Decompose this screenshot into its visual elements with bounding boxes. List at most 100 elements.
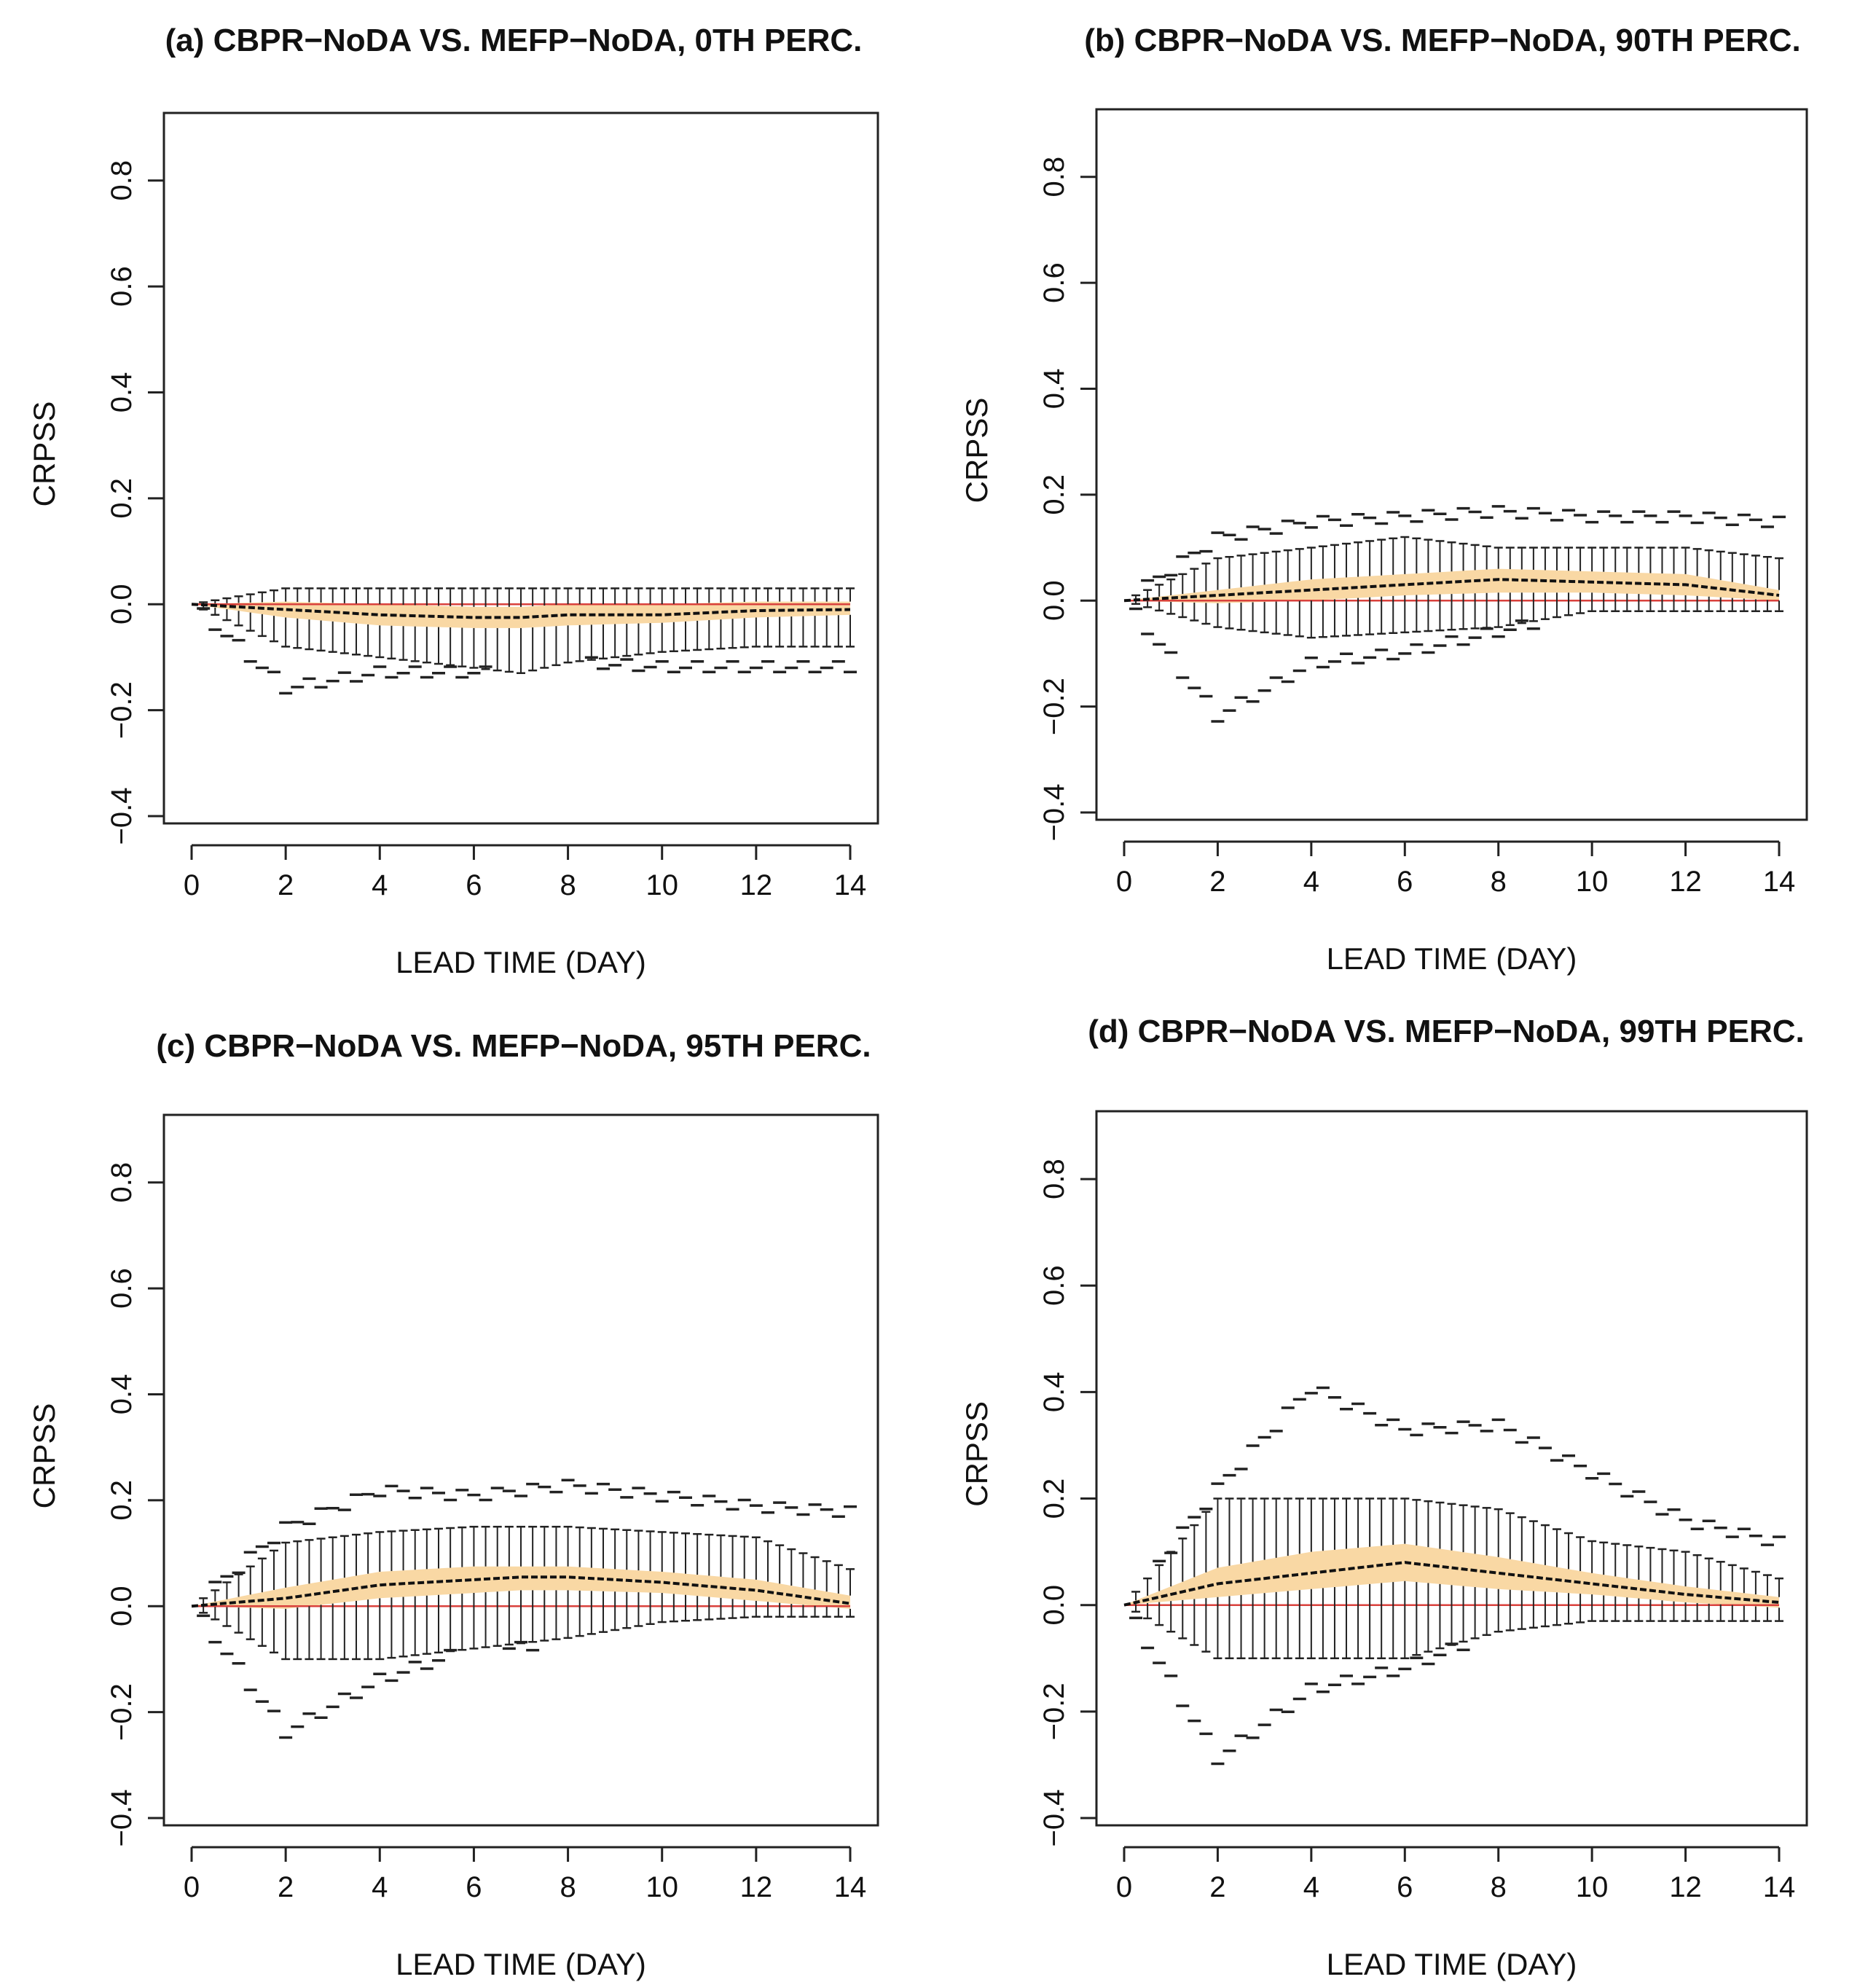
x-tick-label: 0 xyxy=(184,869,200,901)
panel-d-frame xyxy=(1095,1110,1808,1827)
panel-d: (d) CBPR−NoDA VS. MEFP−NoDA, 99TH PERC. … xyxy=(959,1014,1808,1981)
y-tick-label: 0.2 xyxy=(1038,474,1070,515)
y-tick-label: −0.2 xyxy=(106,681,138,739)
x-tick-label: 10 xyxy=(1576,1871,1609,1903)
x-tick-label: 8 xyxy=(560,1871,576,1903)
x-tick-label: 2 xyxy=(278,1871,294,1903)
median-line xyxy=(191,1575,851,1608)
x-tick-label: 0 xyxy=(184,1871,200,1903)
y-tick-label: 0.6 xyxy=(1038,262,1070,303)
panel-b: (b) CBPR−NoDA VS. MEFP−NoDA, 90TH PERC. … xyxy=(959,23,1808,976)
iqr-band xyxy=(1124,568,1779,603)
x-tick-label: 8 xyxy=(560,869,576,901)
panel-c-x-axis: 0 2 4 6 8 10 12 14 xyxy=(184,1846,867,1903)
panel-c-marks xyxy=(191,1478,857,1739)
panel-a-xlabel: LEAD TIME (DAY) xyxy=(396,945,646,979)
x-tick-label: 6 xyxy=(1397,1871,1413,1903)
x-tick-label: 12 xyxy=(740,1871,773,1903)
y-tick-label: −0.4 xyxy=(1038,784,1070,842)
panel-a-title: (a) CBPR−NoDA VS. MEFP−NoDA, 0TH PERC. xyxy=(165,23,863,58)
panel-b-title: (b) CBPR−NoDA VS. MEFP−NoDA, 90TH PERC. xyxy=(1084,23,1801,58)
panel-a: (a) CBPR−NoDA VS. MEFP−NoDA, 0TH PERC. −… xyxy=(27,23,879,979)
panel-a-marks xyxy=(191,587,857,695)
x-tick-label: 14 xyxy=(1763,866,1796,898)
x-tick-label: 8 xyxy=(1491,866,1507,898)
y-tick-label: 0.8 xyxy=(1038,1159,1070,1199)
x-tick-label: 8 xyxy=(1491,1871,1507,1903)
panel-a-frame xyxy=(162,111,879,825)
panel-d-title: (d) CBPR−NoDA VS. MEFP−NoDA, 99TH PERC. xyxy=(1088,1014,1805,1049)
y-tick-label: −0.4 xyxy=(1038,1790,1070,1847)
x-tick-label: 4 xyxy=(372,1871,388,1903)
panel-c-xlabel: LEAD TIME (DAY) xyxy=(396,1947,646,1981)
panel-c-frame xyxy=(162,1113,879,1827)
panel-b-xlabel: LEAD TIME (DAY) xyxy=(1327,941,1577,976)
x-tick-label: 6 xyxy=(466,1871,482,1903)
x-tick-label: 6 xyxy=(466,869,482,901)
panel-a-x-axis: 0 2 4 6 8 10 12 14 xyxy=(184,844,867,901)
median-line xyxy=(1123,1561,1780,1607)
y-tick-label: 0.0 xyxy=(106,1586,138,1626)
x-tick-label: 0 xyxy=(1116,1871,1132,1903)
x-tick-label: 6 xyxy=(1397,866,1413,898)
panel-d-x-axis: 0 2 4 6 8 10 12 14 xyxy=(1116,1846,1796,1903)
x-tick-label: 10 xyxy=(1576,866,1609,898)
y-tick-label: −0.4 xyxy=(106,1790,138,1847)
x-tick-label: 0 xyxy=(1116,866,1132,898)
panel-d-y-axis: −0.4 −0.2 0.0 0.2 0.4 0.6 0.8 xyxy=(1038,1159,1096,1846)
panel-b-x-axis: 0 2 4 6 8 10 12 14 xyxy=(1116,840,1796,898)
y-tick-label: 0.0 xyxy=(1038,1585,1070,1626)
panel-b-marks xyxy=(1123,505,1786,723)
y-tick-label: 0.8 xyxy=(106,160,138,201)
y-tick-label: 0.2 xyxy=(106,1480,138,1521)
x-tick-label: 12 xyxy=(740,869,773,901)
y-tick-label: 0.4 xyxy=(106,1374,138,1415)
y-tick-label: 0.4 xyxy=(106,372,138,413)
y-tick-label: −0.2 xyxy=(106,1683,138,1741)
panel-d-marks xyxy=(1123,1386,1786,1766)
x-tick-label: 4 xyxy=(1303,866,1319,898)
x-tick-label: 2 xyxy=(1209,866,1225,898)
x-tick-label: 2 xyxy=(1209,1871,1225,1903)
y-tick-label: 0.6 xyxy=(106,266,138,307)
y-tick-label: −0.2 xyxy=(1038,1683,1070,1740)
x-tick-label: 10 xyxy=(645,1871,678,1903)
x-tick-label: 2 xyxy=(278,869,294,901)
panel-d-ylabel: CRPSS xyxy=(959,1401,994,1507)
y-tick-label: 0.2 xyxy=(106,478,138,519)
panel-c: (c) CBPR−NoDA VS. MEFP−NoDA, 95TH PERC. … xyxy=(27,1028,879,1981)
x-tick-label: 14 xyxy=(834,869,867,901)
panel-a-ylabel: CRPSS xyxy=(27,402,61,507)
panel-b-frame xyxy=(1095,108,1808,821)
panel-b-y-axis: −0.4 −0.2 0.0 0.2 0.4 0.6 0.8 xyxy=(1038,157,1096,842)
median-line xyxy=(191,603,851,619)
x-tick-label: 10 xyxy=(645,869,678,901)
x-tick-label: 12 xyxy=(1669,1871,1702,1903)
panel-d-xlabel: LEAD TIME (DAY) xyxy=(1327,1947,1577,1981)
y-tick-label: −0.4 xyxy=(106,788,138,845)
median-line xyxy=(1123,578,1780,603)
x-tick-label: 4 xyxy=(1303,1871,1319,1903)
iqr-band xyxy=(192,1566,850,1609)
panel-a-y-axis: −0.4 −0.2 0.0 0.2 0.4 0.6 0.8 xyxy=(106,160,164,845)
x-tick-label: 4 xyxy=(372,869,388,901)
panel-c-title: (c) CBPR−NoDA VS. MEFP−NoDA, 95TH PERC. xyxy=(156,1028,871,1064)
y-tick-label: 0.4 xyxy=(1038,369,1070,410)
x-tick-label: 12 xyxy=(1669,866,1702,898)
x-tick-label: 14 xyxy=(834,1871,867,1903)
panel-c-ylabel: CRPSS xyxy=(27,1403,61,1509)
y-tick-label: 0.6 xyxy=(106,1268,138,1309)
x-tick-label: 14 xyxy=(1763,1871,1796,1903)
y-tick-label: 0.0 xyxy=(106,584,138,624)
y-tick-label: 0.6 xyxy=(1038,1265,1070,1306)
y-tick-label: 0.8 xyxy=(106,1162,138,1203)
iqr-band xyxy=(192,601,850,628)
y-tick-label: 0.4 xyxy=(1038,1372,1070,1413)
y-tick-label: −0.2 xyxy=(1038,678,1070,735)
iqr-band xyxy=(1124,1543,1779,1608)
y-tick-label: 0.8 xyxy=(1038,157,1070,197)
y-tick-label: 0.2 xyxy=(1038,1478,1070,1519)
panel-c-y-axis: −0.4 −0.2 0.0 0.2 0.4 0.6 0.8 xyxy=(106,1162,164,1847)
y-tick-label: 0.0 xyxy=(1038,580,1070,621)
